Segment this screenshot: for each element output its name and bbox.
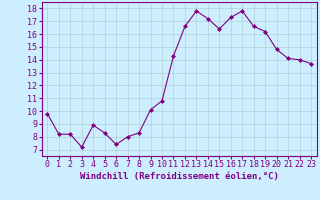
X-axis label: Windchill (Refroidissement éolien,°C): Windchill (Refroidissement éolien,°C)	[80, 172, 279, 181]
